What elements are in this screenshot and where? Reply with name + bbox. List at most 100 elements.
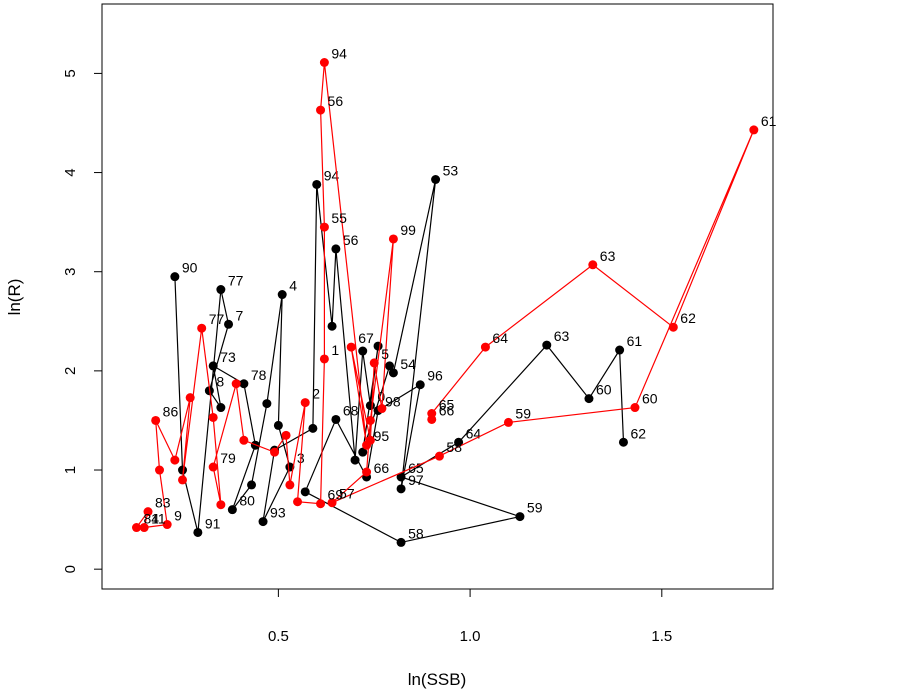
data-point	[454, 437, 464, 447]
data-point	[208, 462, 218, 472]
point-label: 56	[343, 232, 359, 248]
data-point	[216, 285, 226, 295]
data-point	[584, 394, 594, 404]
point-label: 78	[251, 367, 267, 383]
point-label: 11	[151, 511, 166, 527]
point-label: 61	[761, 113, 777, 129]
point-label: 79	[220, 450, 236, 466]
point-label: 99	[400, 222, 416, 238]
point-label: 62	[680, 310, 696, 326]
data-point	[377, 404, 387, 414]
data-point	[258, 517, 268, 527]
data-point	[503, 417, 513, 427]
point-label: 67	[358, 330, 374, 346]
point-label: 83	[155, 495, 171, 511]
x-axis: 0.5 1.0 1.5	[268, 588, 672, 645]
point-label: 90	[182, 260, 198, 276]
data-point	[346, 342, 356, 352]
data-point	[319, 222, 329, 232]
point-label: 97	[408, 472, 424, 488]
data-point	[132, 523, 142, 533]
data-point	[231, 379, 241, 389]
point-label: 60	[642, 391, 658, 407]
point-label: 58	[446, 439, 462, 455]
data-point	[618, 437, 628, 447]
data-point	[239, 435, 249, 445]
data-point	[415, 380, 425, 390]
data-point	[630, 403, 640, 413]
point-label: 65	[408, 460, 424, 476]
x-tick-label: 1.5	[651, 628, 672, 645]
data-point	[239, 379, 249, 389]
data-point	[139, 523, 149, 533]
point-label: 0	[377, 389, 385, 405]
point-label: 96	[427, 368, 443, 384]
point-label: 56	[328, 93, 344, 109]
data-point	[155, 465, 165, 475]
data-point	[668, 322, 678, 332]
point-label: 80	[239, 493, 255, 509]
data-point	[316, 499, 326, 509]
data-point	[262, 399, 272, 409]
data-point	[277, 290, 287, 300]
point-label: 73	[220, 349, 236, 365]
y-tick-label: 5	[62, 69, 79, 77]
y-tick-label: 3	[62, 268, 79, 276]
y-tick-label: 1	[62, 466, 79, 474]
data-point	[170, 272, 180, 282]
data-point	[285, 480, 295, 490]
data-point	[385, 361, 395, 371]
point-label: 60	[596, 382, 612, 398]
series-layer: 9091777873788043939456054539796986668585…	[132, 46, 777, 547]
data-point	[300, 398, 310, 408]
data-point	[362, 467, 372, 477]
point-label: 68	[343, 402, 359, 418]
data-point	[170, 455, 180, 465]
y-tick-label: 4	[62, 168, 79, 176]
data-point	[388, 368, 398, 378]
data-point	[316, 105, 326, 115]
data-point	[208, 361, 218, 371]
point-label: 53	[443, 163, 459, 179]
point-label: 69	[328, 487, 344, 503]
data-point	[151, 415, 161, 425]
point-label: 66	[374, 460, 390, 476]
data-point	[615, 345, 625, 355]
data-point	[396, 484, 406, 494]
point-label: 93	[270, 505, 286, 521]
data-point	[300, 487, 310, 497]
data-point	[396, 472, 406, 482]
data-point	[542, 340, 552, 350]
data-point	[293, 497, 303, 507]
point-label: 63	[554, 328, 570, 344]
point-label: 57	[339, 486, 355, 502]
data-point	[319, 58, 329, 67]
data-point	[281, 430, 291, 440]
point-label: 65	[439, 397, 455, 413]
data-point	[588, 260, 598, 270]
point-label: 91	[205, 515, 221, 531]
data-point	[331, 414, 341, 424]
data-point	[365, 415, 375, 425]
point-label: 64	[492, 330, 508, 346]
data-point	[396, 537, 406, 547]
point-label: 7	[236, 307, 244, 323]
data-point	[365, 401, 375, 411]
point-label: 8	[216, 374, 224, 390]
data-point	[193, 527, 203, 537]
data-point	[312, 179, 322, 189]
data-point	[388, 234, 398, 244]
data-point	[273, 420, 283, 430]
series-line	[174, 179, 625, 544]
y-tick-label: 2	[62, 367, 79, 375]
data-point	[208, 412, 218, 422]
data-point	[358, 447, 368, 457]
point-label: 59	[527, 500, 543, 516]
point-label: 1	[331, 342, 339, 358]
data-point	[247, 480, 257, 490]
data-point	[358, 346, 368, 356]
data-point	[365, 435, 375, 445]
data-point	[216, 500, 226, 510]
data-point	[431, 175, 441, 184]
